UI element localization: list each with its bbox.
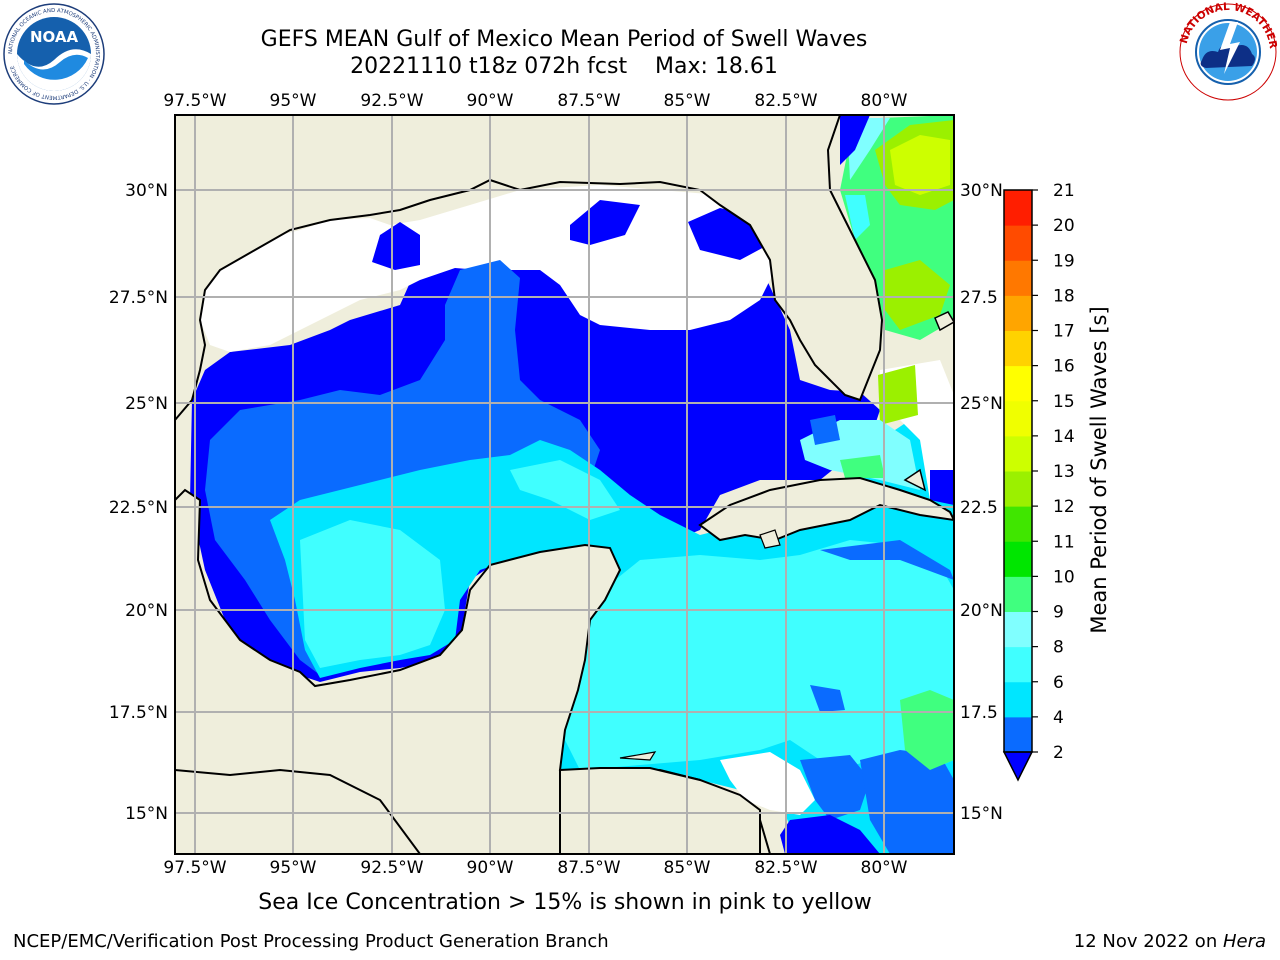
colorbar-swatch	[1004, 330, 1032, 367]
footer-host: Hera	[1222, 931, 1266, 952]
colorbar-swatch	[1004, 295, 1032, 331]
lon-tick-bottom: 80°W	[861, 858, 908, 878]
colorbar-swatch	[1004, 576, 1032, 612]
caribbean-light-cyan-region	[565, 540, 954, 770]
lon-tick-top: 92.5°W	[360, 91, 423, 111]
colorbar-swatch	[1004, 506, 1032, 542]
lon-tick-bottom: 87.5°W	[557, 858, 620, 878]
colorbar-label: 17	[1053, 322, 1075, 342]
lon-tick-top: 80°W	[861, 91, 908, 111]
lon-tick-top: 87.5°W	[557, 91, 620, 111]
lat-tick-right: 17.5	[960, 703, 998, 723]
lat-tick-left: 27.5°N	[109, 288, 168, 308]
lon-tick-bottom: 97.5°W	[163, 858, 226, 878]
sea-ice-note: Sea Ice Concentration > 15% is shown in …	[258, 890, 872, 915]
lat-tick-right: 27.5	[960, 288, 998, 308]
lat-tick-left: 20°N	[125, 601, 168, 621]
lon-tick-top: 82.5°W	[754, 91, 817, 111]
lat-tick-left: 15°N	[125, 804, 168, 824]
colorbar-label: 14	[1053, 427, 1075, 447]
nws-logo: NATIONAL WEATHER SERVICE	[1178, 2, 1278, 101]
colorbar-label: 16	[1053, 357, 1075, 377]
lat-tick-right: 25°N	[960, 394, 1003, 414]
colorbar-under-arrow	[1002, 751, 1034, 782]
colorbar-swatch	[1004, 260, 1032, 296]
lat-tick-right: 15°N	[960, 804, 1003, 824]
colorbar-swatch	[1004, 365, 1032, 402]
lat-tick-right: 20°N	[960, 601, 1003, 621]
colorbar-swatch	[1004, 646, 1032, 683]
colorbar-label: 10	[1053, 567, 1075, 587]
lon-tick-top: 90°W	[467, 91, 514, 111]
colorbar-swatch	[1004, 611, 1032, 648]
map-title: GEFS MEAN Gulf of Mexico Mean Period of …	[260, 27, 868, 52]
colorbar-label: 4	[1053, 708, 1064, 728]
colorbar-label: 2	[1053, 743, 1064, 763]
colorbar-swatch	[1004, 400, 1032, 437]
colorbar-swatch	[1004, 541, 1032, 577]
colorbar-swatch	[1004, 435, 1032, 472]
footer-date-text: 12 Nov 2022 on	[1073, 931, 1223, 952]
colorbar-swatch	[1004, 225, 1032, 261]
lon-tick-bottom: 85°W	[664, 858, 711, 878]
lon-tick-bottom: 90°W	[467, 858, 514, 878]
lat-tick-left: 22.5°N	[109, 498, 168, 518]
footer-date: 12 Nov 2022 on Hera	[1074, 931, 1266, 952]
lon-tick-bottom: 92.5°W	[360, 858, 423, 878]
noaa-logo: NOAA NATIONAL OCEANIC AND ATMOSPHERIC AD…	[3, 3, 105, 105]
footer-branch: NCEP/EMC/Verification Post Processing Pr…	[13, 931, 609, 952]
colorbar-label: 6	[1053, 673, 1064, 693]
colorbar-label: 9	[1053, 603, 1064, 623]
colorbar-swatch	[1004, 681, 1032, 718]
colorbar-swatch	[1004, 471, 1032, 507]
colorbar-label: 11	[1053, 532, 1075, 552]
colorbar-label: 12	[1053, 497, 1075, 517]
colorbar-label: 15	[1053, 392, 1075, 412]
colorbar-label: 21	[1053, 181, 1075, 201]
lat-tick-right: 22.5	[960, 498, 998, 518]
lon-tick-top: 95°W	[270, 91, 317, 111]
lon-tick-bottom: 82.5°W	[754, 858, 817, 878]
colorbar-title: Mean Period of Swell Waves [s]	[1087, 306, 1111, 633]
colorbar-label: 20	[1053, 216, 1075, 236]
lat-tick-left: 25°N	[125, 394, 168, 414]
lat-tick-right: 30°N	[960, 181, 1003, 201]
lon-tick-bottom: 95°W	[270, 858, 317, 878]
colorbar-swatch	[1004, 716, 1032, 753]
lat-tick-left: 30°N	[125, 181, 168, 201]
map-frame	[174, 114, 955, 855]
colorbar-label: 13	[1053, 462, 1075, 482]
colorbar-label: 8	[1053, 638, 1064, 658]
lon-tick-top: 97.5°W	[163, 91, 226, 111]
map-subtitle: 20221110 t18z 072h fcst Max: 18.61	[350, 54, 778, 79]
noaa-logo-text: NOAA	[30, 28, 79, 46]
lon-tick-top: 85°W	[664, 91, 711, 111]
colorbar: 2 4 6 8 9 10 11 12 13 14 15 16 17 18 19 20 21	[1002, 181, 1075, 782]
colorbar-label: 19	[1053, 251, 1075, 271]
lat-tick-left: 17.5°N	[109, 703, 168, 723]
map-gridlines	[175, 115, 954, 854]
colorbar-label: 18	[1053, 286, 1075, 306]
colorbar-swatch	[1004, 190, 1032, 226]
